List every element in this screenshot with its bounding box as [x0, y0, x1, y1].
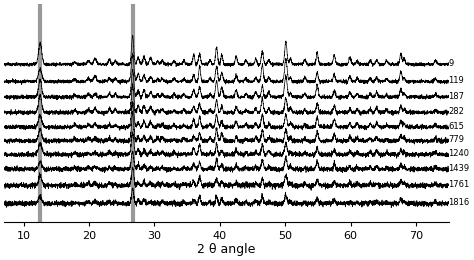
- Text: 779: 779: [448, 135, 465, 144]
- Text: 615: 615: [448, 122, 465, 131]
- Text: 9: 9: [448, 59, 454, 68]
- Text: 1816: 1816: [448, 198, 470, 207]
- Text: 282: 282: [448, 107, 465, 116]
- Text: 1240: 1240: [448, 149, 470, 158]
- Text: 187: 187: [448, 92, 465, 101]
- Text: 119: 119: [448, 76, 465, 85]
- X-axis label: 2 θ angle: 2 θ angle: [197, 243, 255, 256]
- Text: 1439: 1439: [448, 164, 470, 173]
- Text: 1761: 1761: [448, 180, 470, 189]
